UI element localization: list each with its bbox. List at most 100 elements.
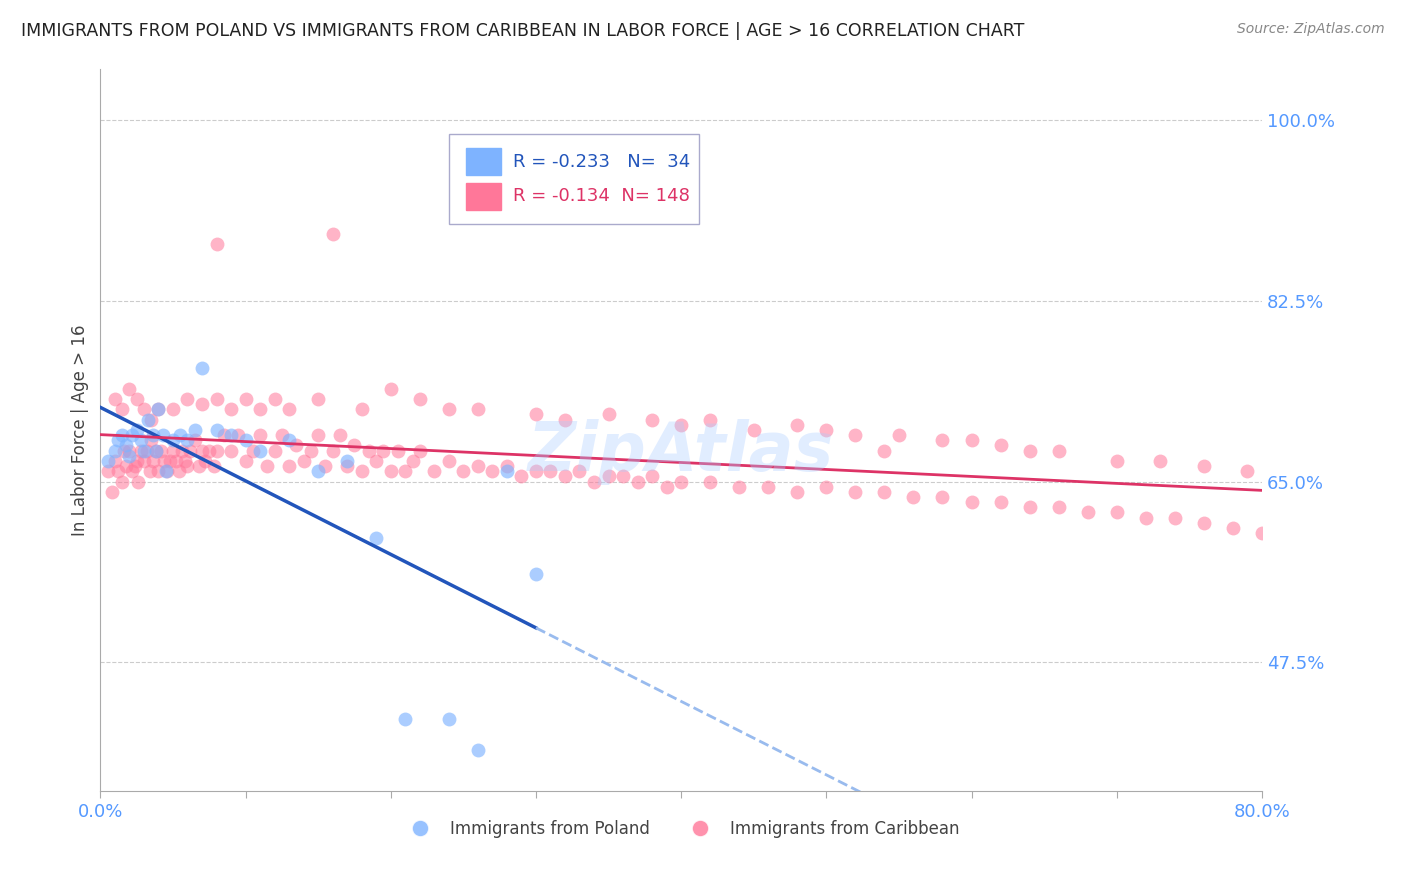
- Point: [343, 438, 366, 452]
- Point: [278, 402, 301, 417]
- Point: [176, 434, 198, 448]
- Point: [582, 475, 605, 489]
- Point: [336, 454, 359, 468]
- Point: [150, 443, 173, 458]
- Point: [437, 454, 460, 468]
- Point: [219, 428, 242, 442]
- Point: [314, 458, 336, 473]
- Point: [1192, 458, 1215, 473]
- Point: [138, 464, 160, 478]
- Point: [205, 392, 228, 406]
- Point: [148, 402, 170, 417]
- Point: [931, 434, 953, 448]
- Point: [148, 464, 170, 478]
- Point: [540, 464, 562, 478]
- Point: [1222, 521, 1244, 535]
- Point: [155, 464, 177, 478]
- Point: [249, 402, 271, 417]
- Point: [394, 712, 416, 726]
- Point: [626, 475, 648, 489]
- Point: [145, 443, 167, 458]
- Point: [496, 464, 519, 478]
- Point: [1164, 510, 1187, 524]
- Point: [112, 443, 135, 458]
- Point: [815, 480, 838, 494]
- Point: [815, 423, 838, 437]
- Point: [655, 480, 678, 494]
- Point: [931, 490, 953, 504]
- Point: [107, 434, 129, 448]
- Point: [1149, 454, 1171, 468]
- Point: [173, 454, 195, 468]
- Point: [437, 712, 460, 726]
- Point: [322, 443, 344, 458]
- Point: [329, 428, 352, 442]
- Text: R = -0.233   N=  34: R = -0.233 N= 34: [513, 153, 690, 170]
- Point: [467, 458, 489, 473]
- Point: [481, 464, 503, 478]
- Point: [129, 434, 152, 448]
- Point: [132, 402, 155, 417]
- Legend: Immigrants from Poland, Immigrants from Caribbean: Immigrants from Poland, Immigrants from …: [396, 813, 966, 845]
- Point: [699, 412, 721, 426]
- Point: [153, 454, 176, 468]
- Point: [183, 434, 205, 448]
- FancyBboxPatch shape: [467, 183, 501, 211]
- Point: [191, 397, 214, 411]
- Point: [1018, 500, 1040, 515]
- Point: [394, 464, 416, 478]
- FancyBboxPatch shape: [467, 148, 501, 176]
- Point: [350, 402, 373, 417]
- Point: [132, 443, 155, 458]
- Point: [990, 438, 1012, 452]
- Point: [132, 454, 155, 468]
- Point: [1135, 510, 1157, 524]
- Point: [111, 402, 134, 417]
- Point: [1018, 443, 1040, 458]
- Point: [125, 423, 148, 437]
- Point: [1236, 464, 1258, 478]
- Point: [401, 454, 423, 468]
- Point: [107, 464, 129, 478]
- Point: [409, 392, 432, 406]
- Point: [990, 495, 1012, 509]
- Text: IMMIGRANTS FROM POLAND VS IMMIGRANTS FROM CARIBBEAN IN LABOR FORCE | AGE > 16 CO: IMMIGRANTS FROM POLAND VS IMMIGRANTS FRO…: [21, 22, 1025, 40]
- Point: [188, 458, 211, 473]
- Point: [699, 475, 721, 489]
- Point: [165, 454, 187, 468]
- Point: [176, 458, 198, 473]
- Point: [249, 443, 271, 458]
- Point: [141, 434, 163, 448]
- Point: [437, 402, 460, 417]
- Point: [728, 480, 751, 494]
- Point: [568, 464, 591, 478]
- Point: [176, 392, 198, 406]
- Point: [205, 423, 228, 437]
- Point: [263, 443, 285, 458]
- Point: [205, 237, 228, 252]
- Point: [191, 443, 214, 458]
- Point: [202, 458, 225, 473]
- FancyBboxPatch shape: [449, 134, 699, 224]
- Point: [380, 464, 402, 478]
- Point: [278, 458, 301, 473]
- Point: [152, 428, 174, 442]
- Point: [129, 443, 152, 458]
- Point: [205, 443, 228, 458]
- Point: [742, 423, 765, 437]
- Text: ZipAtlas: ZipAtlas: [529, 418, 834, 484]
- Point: [170, 443, 193, 458]
- Point: [336, 458, 359, 473]
- Point: [350, 464, 373, 478]
- Point: [1192, 516, 1215, 530]
- Point: [887, 428, 910, 442]
- Point: [256, 458, 278, 473]
- Point: [903, 490, 925, 504]
- Point: [387, 443, 409, 458]
- Point: [162, 443, 184, 458]
- Point: [786, 417, 808, 432]
- Point: [641, 469, 664, 483]
- Point: [299, 443, 322, 458]
- Point: [179, 443, 201, 458]
- Point: [844, 428, 866, 442]
